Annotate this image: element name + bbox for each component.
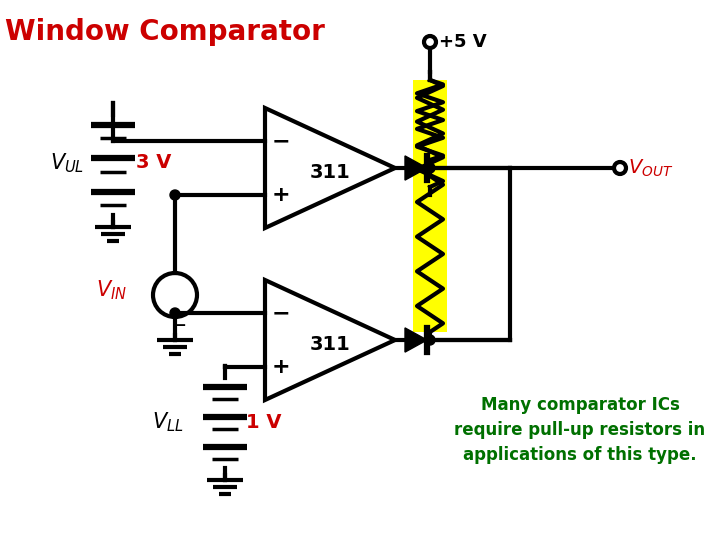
Text: +5 V: +5 V: [439, 33, 487, 51]
Text: Window Comparator: Window Comparator: [5, 18, 325, 46]
Text: −: −: [271, 131, 290, 151]
Polygon shape: [405, 328, 427, 352]
Circle shape: [425, 335, 435, 345]
Circle shape: [425, 163, 435, 173]
Text: +: +: [271, 357, 290, 377]
Text: −: −: [271, 303, 290, 323]
Circle shape: [170, 190, 180, 200]
Text: 1 V: 1 V: [246, 413, 282, 431]
Bar: [413, 80, 447, 187]
Circle shape: [170, 308, 180, 318]
Text: Many comparator ICs
require pull-up resistors in
applications of this type.: Many comparator ICs require pull-up resi…: [454, 396, 706, 464]
Circle shape: [614, 162, 626, 174]
Text: −: −: [174, 318, 186, 333]
Text: $V_{IN}$: $V_{IN}$: [96, 278, 127, 302]
Circle shape: [424, 36, 436, 48]
Bar: [413, 176, 447, 332]
Text: 311: 311: [310, 335, 351, 354]
Bar: [413, 80, 447, 160]
Text: $V_{OUT}$: $V_{OUT}$: [628, 157, 673, 179]
Text: 3 V: 3 V: [136, 153, 171, 172]
Polygon shape: [405, 156, 427, 180]
Text: 311: 311: [310, 164, 351, 183]
Text: $V_{LL}$: $V_{LL}$: [152, 410, 184, 434]
Text: +: +: [271, 185, 290, 205]
Text: $V_{UL}$: $V_{UL}$: [50, 151, 84, 175]
